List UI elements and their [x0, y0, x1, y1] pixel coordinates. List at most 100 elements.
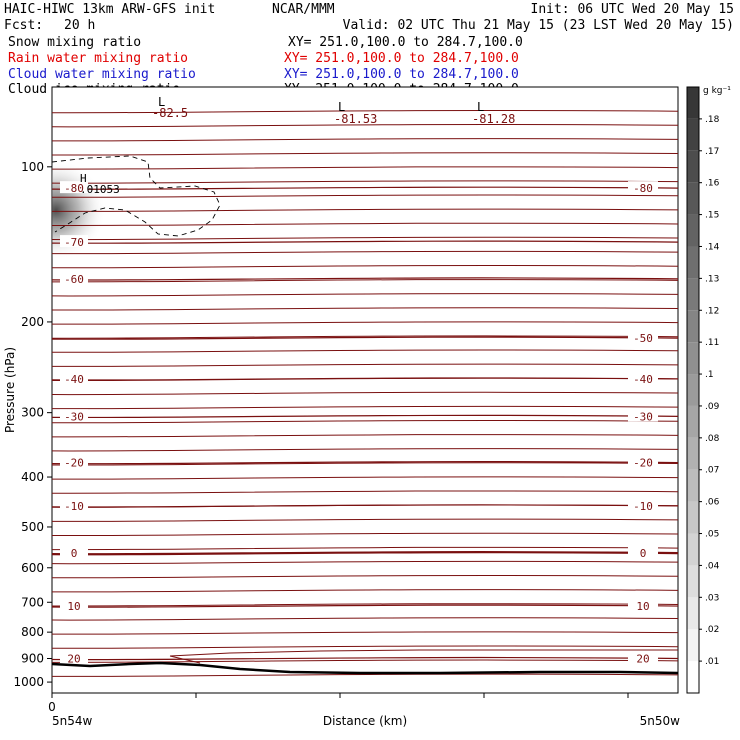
isotherm-line — [52, 208, 678, 212]
isotherm-label-right: 20 — [636, 653, 649, 666]
isotherm-label-right: -20 — [633, 457, 653, 470]
isotherm-labeled-line — [52, 277, 678, 281]
colorbar-level-label: .17 — [705, 147, 719, 157]
isotherm-line — [52, 335, 678, 339]
isotherm-label-left: -80 — [64, 182, 84, 195]
colorbar-level-label: .18 — [705, 115, 720, 125]
isotherm-labeled-line — [52, 186, 678, 190]
field-name-cloud-water: Cloud water mixing ratio — [8, 67, 196, 82]
colorbar-level-label: .15 — [705, 211, 719, 221]
ground-surface-line — [51, 661, 679, 675]
colorbar-level-label: .09 — [705, 402, 720, 412]
org-label: NCAR/MMM — [272, 2, 335, 17]
isotherm-line — [52, 673, 678, 677]
isotherm-line — [52, 166, 678, 170]
isotherm-labeled-line — [52, 656, 678, 661]
field-name-snow: Snow mixing ratio — [8, 35, 141, 50]
colorbar-swatch — [687, 118, 699, 151]
isotherm-line — [52, 476, 678, 480]
low-marker-2: L — [338, 100, 345, 114]
isotherm-line — [52, 363, 678, 367]
colorbar-level-label: .04 — [705, 561, 720, 571]
y-tick-label: 600 — [21, 561, 44, 575]
isotherm-line — [52, 490, 678, 494]
isotherm-label-left: 10 — [67, 600, 80, 613]
isotherm-line — [52, 434, 678, 438]
isotherm-label-left: -70 — [64, 236, 84, 249]
colorbar-level-label: .13 — [705, 274, 719, 284]
cloud-ice-shading — [52, 160, 106, 260]
colorbar-swatch — [687, 246, 699, 279]
isotherm-label-bg — [628, 546, 658, 559]
isotherm-line — [52, 659, 678, 663]
isotherm-label-bg — [60, 371, 88, 384]
isotherm-labeled-line — [52, 604, 678, 608]
colorbar-level-label: .12 — [705, 306, 719, 316]
isotherm-label-bg — [60, 235, 88, 248]
isotherm-line — [52, 349, 678, 353]
isotherm-line — [52, 617, 678, 621]
isotherm-label-bg — [60, 181, 88, 194]
colorbar-level-label: .11 — [705, 338, 719, 348]
low-value-2: -81.53 — [334, 112, 377, 126]
isotherm-line — [52, 321, 678, 325]
colorbar-swatch — [687, 437, 699, 470]
isotherm-label-bg — [60, 651, 88, 664]
valid-time: Valid: 02 UTC Thu 21 May 15 (23 LST Wed … — [343, 18, 734, 33]
colorbar-swatch — [687, 501, 699, 534]
isotherm-label-left: -10 — [64, 500, 84, 513]
isotherm-label-bg — [60, 409, 88, 422]
y-axis-label: Pressure (hPa) — [3, 347, 17, 433]
isotherm-line — [52, 560, 678, 565]
isotherm-line — [52, 405, 678, 410]
init-time: Init: 06 UTC Wed 20 May 15 — [531, 2, 735, 17]
colorbar-frame — [686, 86, 700, 694]
isotherm-line — [52, 152, 678, 156]
y-tick-label: 200 — [21, 315, 44, 329]
isotherm-label-left: -40 — [64, 373, 84, 386]
colorbar-swatch — [687, 533, 699, 566]
isotherm-label-right: -10 — [633, 500, 653, 513]
isotherm-label-right: -80 — [633, 182, 653, 195]
colorbar-unit: g kg⁻¹ — [703, 86, 731, 96]
isotherm-label-left: -20 — [64, 457, 84, 470]
isotherm-label-bg — [628, 409, 658, 422]
isotherm-label-bg — [628, 599, 658, 612]
y-tick-label: 700 — [21, 595, 44, 609]
isotherm-label-right: 10 — [636, 600, 649, 613]
isotherm-label-left: -60 — [64, 273, 84, 286]
isotherm-labeled-line — [52, 377, 678, 381]
colorbar-swatch — [687, 342, 699, 375]
field-xy-rain: XY= 251.0,100.0 to 284.7,100.0 — [284, 51, 519, 66]
isotherm-line — [52, 236, 678, 241]
isotherm-labeled-line — [52, 461, 678, 465]
isotherm-label-left: 0 — [71, 547, 78, 560]
isotherm-label-bg — [628, 371, 658, 384]
isotherm-line — [52, 264, 678, 269]
colorbar-level-label: .06 — [705, 498, 720, 508]
isotherm-line — [52, 109, 678, 114]
plot-frame — [51, 86, 679, 694]
colorbar-level-label: .02 — [705, 625, 719, 635]
y-tick-label: 900 — [21, 652, 44, 666]
low-value-1: -82.5 — [152, 106, 188, 120]
isotherm-label-bg — [60, 498, 88, 511]
fcst-value: 20 h — [64, 18, 95, 33]
colorbar-swatch — [687, 214, 699, 247]
isotherm-label-bg — [60, 599, 88, 612]
isotherm-label-right: -40 — [633, 373, 653, 386]
field-name-rain: Rain water mixing ratio — [8, 51, 188, 66]
isotherm-line — [52, 546, 678, 551]
isotherm-label-bg — [60, 455, 88, 468]
isotherm-line — [52, 391, 678, 396]
colorbar-swatch — [687, 150, 699, 183]
isotherm-line — [52, 645, 678, 649]
x-end-label-right: 5n50w — [640, 714, 681, 728]
isotherm-line — [52, 250, 678, 255]
colorbar-level-label: .1 — [705, 370, 714, 380]
colorbar-swatch — [687, 629, 699, 662]
isotherm-label-left: -30 — [64, 410, 84, 423]
fcst-label: Fcst: — [4, 18, 43, 33]
colorbar-swatch — [687, 182, 699, 215]
